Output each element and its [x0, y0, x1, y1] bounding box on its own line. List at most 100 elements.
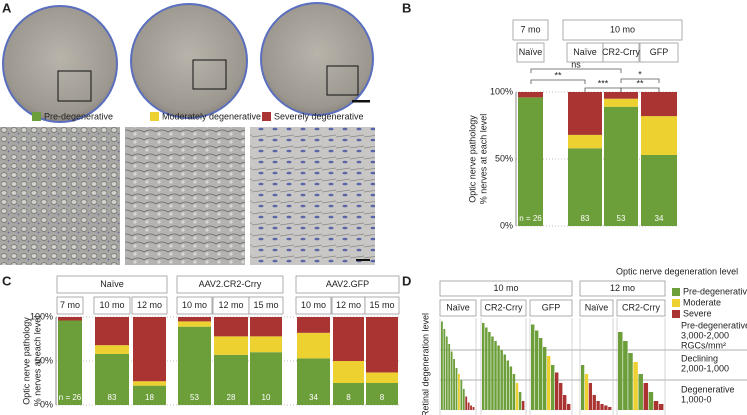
bar: [485, 327, 488, 410]
bar: [581, 365, 585, 410]
bar-segment: [214, 336, 248, 355]
category-label: GFP: [542, 302, 561, 312]
n-label: 34: [309, 393, 318, 402]
n-label: 53: [617, 214, 626, 223]
bar: [494, 341, 497, 410]
bar-segment: [568, 134, 602, 149]
bar-segment: [366, 372, 398, 383]
bar: [488, 332, 491, 410]
bar: [482, 323, 485, 410]
category-label-box: [56, 296, 84, 315]
bar: [559, 383, 563, 410]
category-label: CR2-Crry: [602, 47, 640, 57]
bar-segment: [250, 317, 282, 337]
significance-bracket: [530, 79, 586, 84]
panel-label: A: [2, 0, 12, 15]
group-label: 7 mo: [520, 24, 540, 34]
bar: [592, 395, 596, 410]
zone-label: 1,000-0: [681, 394, 712, 404]
bar-segment: [250, 352, 282, 405]
category-label-box: [439, 299, 477, 317]
legend-label: Moderately degenerative: [162, 111, 261, 121]
category-label-box: [529, 299, 573, 317]
group-label: 10 mo: [610, 24, 635, 34]
zone-label: Degenerative: [681, 384, 735, 394]
bar: [512, 374, 516, 410]
bar: [638, 374, 643, 410]
bar-segment: [366, 383, 398, 405]
bar-segment: [604, 106, 638, 226]
bar: [472, 407, 475, 410]
bar: [555, 372, 559, 410]
n-label: 83: [581, 214, 590, 223]
bar: [567, 404, 571, 410]
y-axis-label: Retinal degeneration level: [420, 313, 430, 415]
n-label: n = 26: [59, 393, 82, 402]
zone-label: 3,000-2,000: [681, 330, 729, 340]
bar-segment: [518, 92, 543, 98]
legend-swatch: [32, 112, 41, 121]
y-axis-label: % nerves at each level: [32, 316, 42, 407]
n-label: 83: [108, 393, 117, 402]
bar-segment: [604, 98, 638, 107]
bar-segment: [333, 383, 364, 405]
category-label-box: [364, 296, 400, 315]
y-tick-label: 50%: [35, 355, 53, 365]
y-tick-label: 0%: [500, 220, 513, 230]
legend-swatch: [672, 310, 680, 318]
bar: [588, 383, 593, 410]
n-label: 34: [655, 214, 664, 223]
category-label: 15 mo: [369, 300, 394, 310]
bar: [506, 360, 510, 410]
bar: [509, 366, 513, 410]
legend-swatch: [672, 288, 680, 296]
bar-segment: [178, 326, 211, 405]
bar: [467, 402, 470, 410]
y-tick-label: 100%: [30, 311, 53, 321]
group-label-box: [56, 275, 168, 294]
bar: [445, 336, 448, 410]
category-label-box: [131, 296, 168, 315]
bar: [547, 356, 551, 410]
significance-label: ns: [571, 59, 581, 69]
category-label-box: [295, 296, 332, 315]
bar: [460, 380, 463, 410]
group-label-box: [439, 280, 573, 297]
significance-label: **: [554, 70, 562, 80]
legend-label: Moderate: [683, 297, 721, 307]
bar-segment: [568, 148, 602, 226]
bar-segment: [366, 317, 398, 373]
bar: [543, 347, 547, 410]
category-label-box: [602, 42, 640, 63]
category-label: Naïve: [585, 302, 609, 312]
group-label: 12 mo: [610, 283, 635, 293]
significance-bracket: [584, 87, 622, 92]
significance-bracket: [530, 68, 622, 73]
category-label: 12 mo: [218, 300, 243, 310]
group-label-box: [512, 19, 549, 41]
bar: [470, 405, 472, 410]
n-label: 28: [227, 393, 236, 402]
n-label: 10: [262, 393, 271, 402]
bar-segment: [641, 92, 677, 117]
category-label-box: [639, 42, 679, 63]
bar: [551, 365, 555, 410]
category-label: 7 mo: [60, 300, 80, 310]
y-tick-label: 50%: [495, 153, 513, 163]
bar-segment: [178, 317, 211, 322]
panel-a-images: [0, 2, 375, 265]
n-label: 53: [190, 393, 199, 402]
category-label: 10 mo: [99, 300, 124, 310]
category-label-box: [93, 296, 131, 315]
bar-segment: [568, 92, 602, 135]
bar-segment: [333, 317, 364, 361]
bar: [521, 401, 525, 410]
bar: [563, 395, 567, 410]
bar: [584, 374, 589, 410]
bar: [604, 405, 608, 410]
group-label-box: [295, 275, 400, 294]
bar: [539, 338, 543, 410]
bar: [596, 401, 600, 410]
bar: [653, 401, 659, 410]
